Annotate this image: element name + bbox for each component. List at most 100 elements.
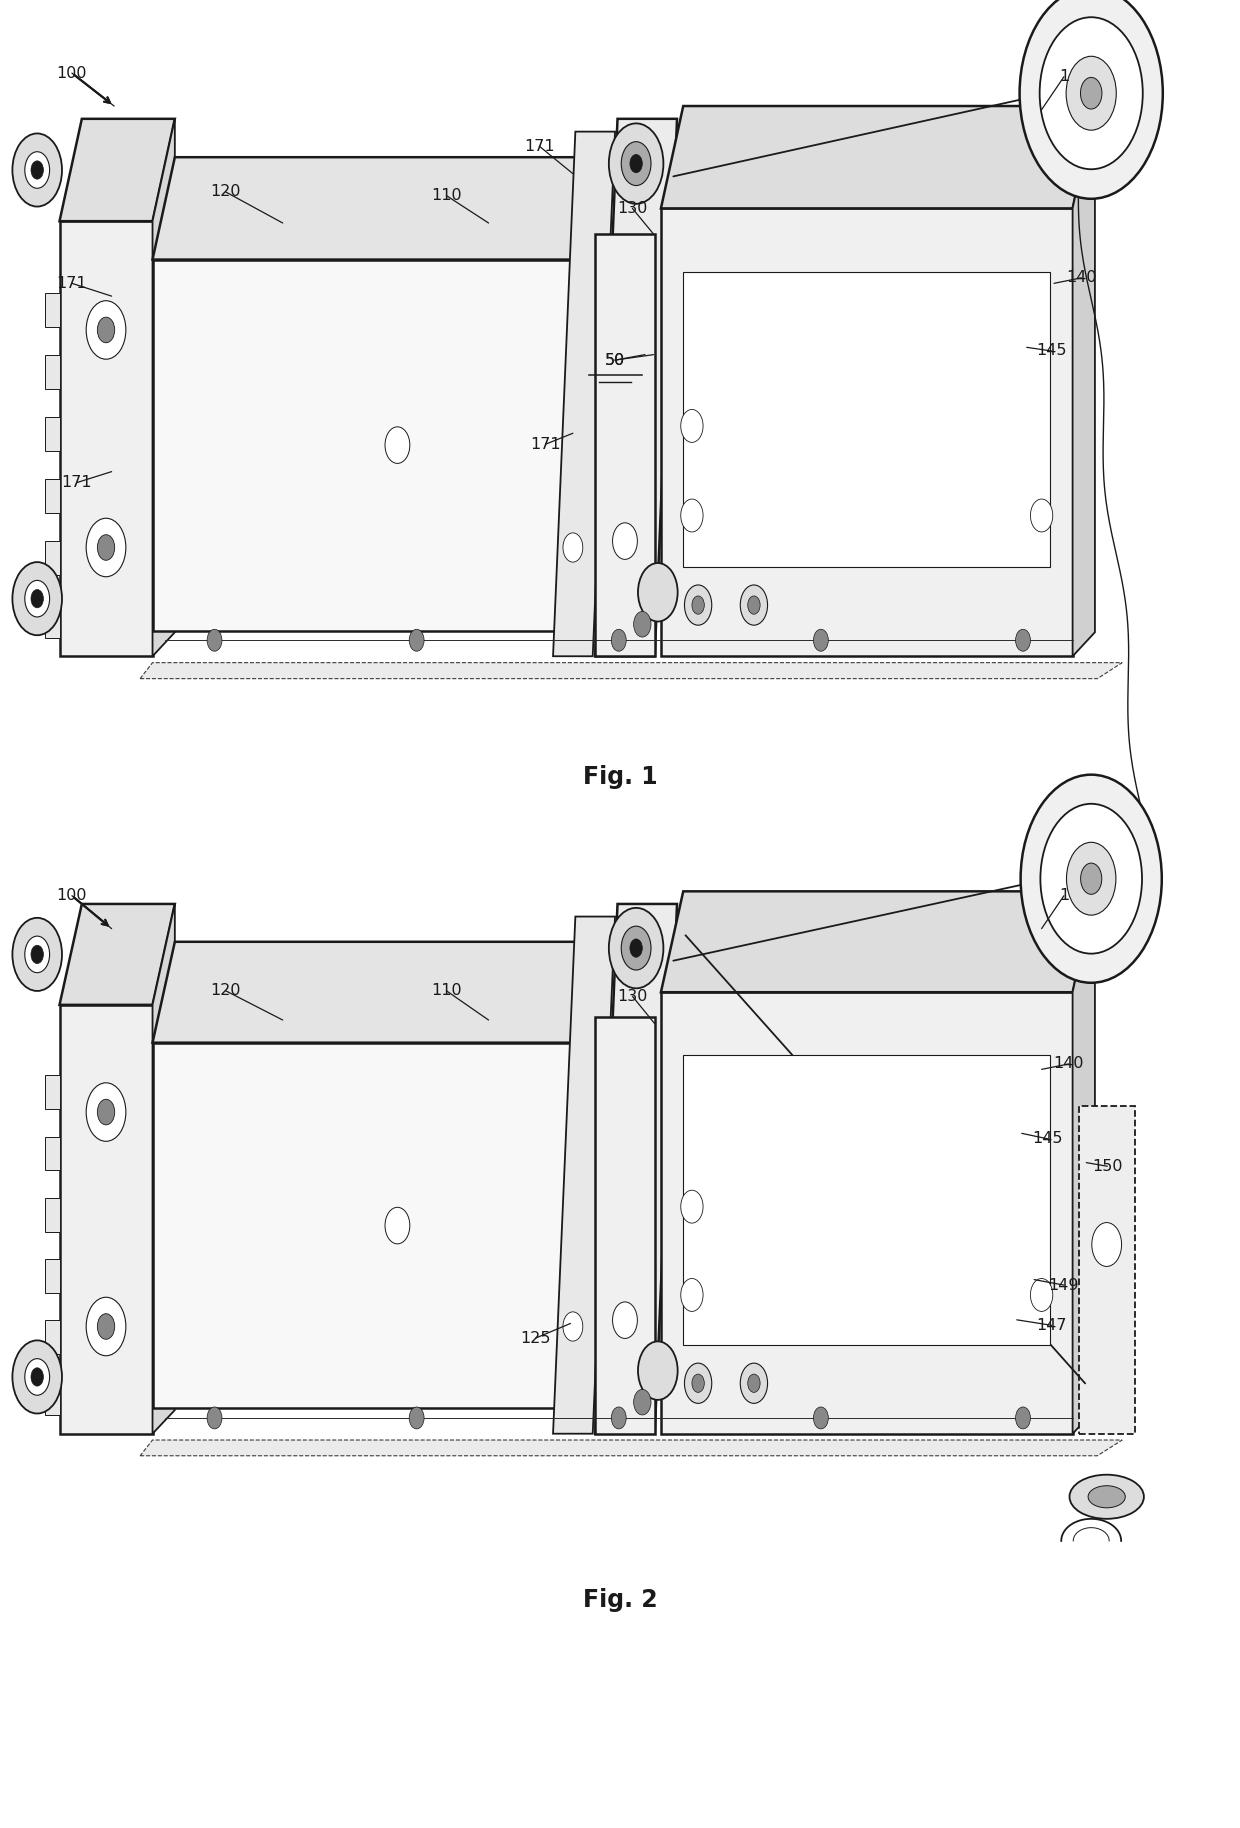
Circle shape [1066, 843, 1116, 916]
Circle shape [563, 1313, 583, 1342]
Circle shape [1019, 0, 1163, 199]
Circle shape [681, 499, 703, 532]
Text: 171: 171 [62, 475, 92, 490]
Polygon shape [45, 417, 60, 452]
Polygon shape [45, 1382, 60, 1415]
Polygon shape [45, 479, 60, 514]
Circle shape [1039, 16, 1143, 170]
Text: Fig. 1: Fig. 1 [583, 764, 657, 790]
Circle shape [409, 629, 424, 651]
Circle shape [1016, 1408, 1030, 1429]
Circle shape [97, 1099, 114, 1124]
Text: 171: 171 [525, 139, 554, 154]
Polygon shape [595, 234, 655, 656]
Circle shape [1021, 775, 1162, 983]
Circle shape [12, 133, 62, 207]
Text: 50: 50 [605, 353, 625, 367]
Circle shape [613, 523, 637, 559]
Polygon shape [45, 603, 60, 638]
Circle shape [1016, 629, 1030, 651]
Text: 145: 145 [1037, 344, 1066, 358]
Polygon shape [595, 1018, 655, 1433]
Polygon shape [661, 993, 1073, 1433]
Polygon shape [683, 272, 1050, 567]
Circle shape [1080, 863, 1102, 894]
Polygon shape [1073, 892, 1095, 1433]
Polygon shape [553, 132, 615, 656]
Circle shape [12, 563, 62, 636]
Polygon shape [45, 1197, 60, 1232]
Circle shape [31, 945, 43, 963]
Text: 140: 140 [1054, 1057, 1084, 1071]
Text: 125: 125 [521, 1331, 551, 1345]
Circle shape [813, 629, 828, 651]
Text: Fig. 2: Fig. 2 [583, 1587, 657, 1612]
Text: 149: 149 [1049, 1278, 1079, 1292]
Polygon shape [153, 157, 615, 260]
Polygon shape [153, 1042, 593, 1408]
Circle shape [748, 1375, 760, 1393]
Polygon shape [153, 941, 615, 1042]
Circle shape [611, 629, 626, 651]
Circle shape [621, 143, 651, 186]
Polygon shape [140, 664, 1122, 678]
Text: 120: 120 [211, 185, 241, 199]
Circle shape [12, 918, 62, 991]
Text: 130: 130 [618, 989, 647, 1004]
Text: 50: 50 [605, 353, 625, 367]
Circle shape [621, 927, 651, 971]
Circle shape [637, 1342, 677, 1400]
Polygon shape [553, 916, 615, 1433]
Circle shape [386, 1206, 409, 1243]
Circle shape [613, 1302, 637, 1338]
Circle shape [1080, 77, 1102, 110]
Circle shape [97, 316, 114, 344]
Circle shape [692, 1375, 704, 1393]
Circle shape [31, 161, 43, 179]
Text: 130: 130 [618, 201, 647, 216]
Text: 171: 171 [531, 437, 560, 452]
Circle shape [86, 519, 126, 578]
Circle shape [684, 1364, 712, 1404]
Text: 120: 120 [211, 983, 241, 998]
Circle shape [207, 629, 222, 651]
Circle shape [1066, 57, 1116, 130]
Polygon shape [1073, 106, 1095, 656]
Circle shape [31, 1367, 43, 1386]
Text: 110: 110 [432, 188, 461, 203]
Ellipse shape [1069, 1475, 1145, 1519]
Polygon shape [45, 1075, 60, 1110]
Polygon shape [661, 892, 1095, 993]
Polygon shape [683, 1055, 1050, 1345]
Polygon shape [45, 1259, 60, 1292]
Circle shape [86, 1298, 126, 1356]
Polygon shape [661, 208, 1073, 656]
Circle shape [681, 1190, 703, 1223]
Circle shape [409, 1408, 424, 1429]
Circle shape [634, 1389, 651, 1415]
Polygon shape [595, 119, 677, 656]
Text: 145: 145 [1033, 1132, 1063, 1146]
Circle shape [1030, 499, 1053, 532]
Polygon shape [45, 355, 60, 389]
Polygon shape [60, 119, 175, 221]
Circle shape [748, 596, 760, 614]
Polygon shape [595, 903, 677, 1433]
Ellipse shape [1089, 1486, 1126, 1508]
Polygon shape [45, 292, 60, 327]
Circle shape [740, 1364, 768, 1404]
Polygon shape [1079, 1106, 1135, 1433]
Circle shape [25, 152, 50, 188]
Circle shape [692, 596, 704, 614]
Text: 100: 100 [57, 66, 87, 80]
Polygon shape [153, 903, 175, 1433]
Circle shape [25, 936, 50, 972]
Circle shape [609, 909, 663, 989]
Polygon shape [140, 1440, 1122, 1455]
Circle shape [97, 1314, 114, 1340]
Circle shape [97, 534, 114, 559]
Polygon shape [45, 1137, 60, 1170]
Circle shape [634, 611, 651, 638]
Polygon shape [45, 1320, 60, 1355]
Circle shape [207, 1408, 222, 1429]
